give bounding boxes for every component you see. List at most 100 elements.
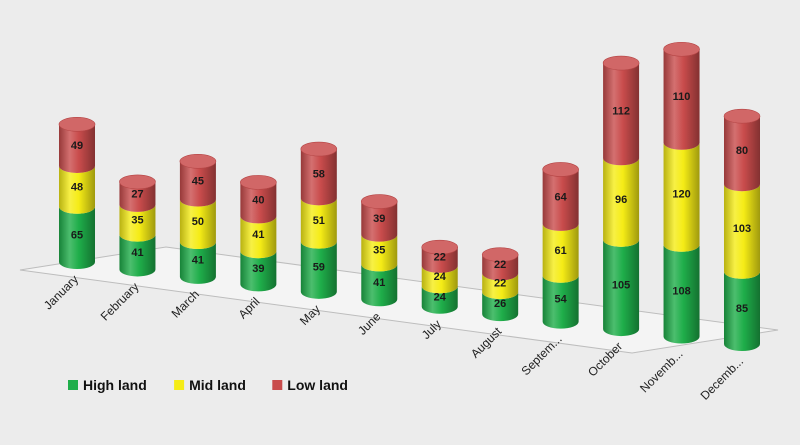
- bar-segment: [240, 216, 277, 259]
- bar-segment: [724, 184, 760, 279]
- bar-segment: [482, 292, 519, 322]
- bar-10: 108 120 110: [663, 41, 700, 344]
- data-label: 59: [313, 262, 325, 274]
- bar-segment: [542, 275, 579, 329]
- legend-item: Low land: [272, 377, 348, 393]
- bar-segment: [179, 199, 216, 250]
- bar-7: 26 22 22: [481, 247, 519, 322]
- legend-label: Low land: [287, 377, 348, 393]
- bar-top-cap: [360, 194, 398, 209]
- bar-segment: [300, 149, 337, 206]
- bar-segment: [603, 63, 640, 166]
- bar-3: 39 41 40: [240, 175, 277, 292]
- bar-8: 54 61 64: [542, 162, 579, 329]
- legend-label: Mid land: [189, 377, 246, 393]
- data-label: 35: [373, 245, 385, 257]
- data-label: 48: [71, 181, 83, 193]
- data-label: 103: [733, 223, 751, 235]
- legend-swatch: [174, 380, 185, 390]
- data-label: 22: [494, 278, 506, 290]
- data-label: 110: [673, 91, 691, 103]
- bar-top-cap: [240, 175, 277, 190]
- bar-segment: [542, 169, 579, 231]
- bar-segment: [482, 273, 519, 300]
- bar-segment: [361, 264, 398, 307]
- data-label: 65: [71, 229, 83, 241]
- bar-top-cap: [723, 108, 761, 124]
- bar-segment: [724, 116, 760, 192]
- bar-1: 41 35 27: [119, 174, 156, 277]
- data-label: 51: [313, 215, 325, 227]
- bar-segment: [603, 239, 640, 337]
- bar-9: 105 96 112: [602, 55, 640, 337]
- bar-11: 85 103 80: [723, 108, 761, 351]
- bar-segment: [240, 182, 277, 224]
- bar-segment: [300, 241, 337, 299]
- x-tick-label: Novemb...: [637, 347, 686, 396]
- data-label: 64: [555, 192, 568, 204]
- data-label: 22: [494, 259, 506, 271]
- data-label: 96: [615, 194, 627, 206]
- data-label: 58: [313, 169, 325, 181]
- data-label: 50: [192, 216, 204, 228]
- bar-segment: [421, 247, 458, 273]
- bar-segment: [361, 234, 398, 272]
- bar-top-cap: [119, 174, 156, 190]
- bar-top-cap: [602, 55, 640, 71]
- data-label: 105: [612, 279, 630, 291]
- x-tick-label: Decemb...: [698, 354, 747, 403]
- data-label: 45: [192, 175, 204, 187]
- data-label: 24: [434, 292, 447, 304]
- bar-segment: [119, 204, 156, 242]
- bar-segment: [300, 198, 337, 249]
- data-label: 49: [71, 140, 83, 152]
- data-label: 24: [434, 271, 447, 283]
- bar-segment: [119, 234, 156, 277]
- bar-segment: [724, 271, 760, 351]
- bar-segment: [663, 142, 700, 252]
- data-label: 22: [434, 252, 446, 264]
- data-label: 80: [736, 145, 748, 157]
- data-label: 112: [612, 106, 630, 118]
- bar-top-cap: [421, 239, 459, 255]
- bar-segment: [663, 244, 700, 344]
- bar-4: 59 51 58: [300, 141, 338, 299]
- bar-segment: [59, 124, 95, 173]
- bar-top-cap: [179, 154, 217, 169]
- legend-item: High land: [68, 377, 147, 393]
- data-label: 41: [192, 254, 204, 266]
- data-label: 39: [252, 263, 264, 275]
- bar-top-cap: [300, 141, 338, 157]
- bar-0: 65 48 49: [58, 117, 96, 269]
- legend-item: Mid land: [174, 377, 246, 393]
- bar-5: 41 35 39: [360, 194, 398, 307]
- bar-segment: [603, 158, 640, 247]
- data-label: 41: [373, 277, 385, 289]
- legend-swatch: [68, 380, 78, 390]
- data-label: 108: [672, 286, 690, 298]
- data-label: 54: [555, 294, 568, 306]
- legend: High land Mid land Low land: [68, 377, 348, 393]
- data-label: 41: [252, 229, 264, 241]
- bar-segment: [179, 161, 216, 207]
- bar-top-cap: [58, 117, 96, 132]
- bar-segment: [421, 286, 458, 314]
- bar-segment: [663, 49, 700, 150]
- legend-label: High land: [83, 377, 147, 393]
- bar-top-cap: [663, 41, 700, 57]
- bar-segment: [542, 223, 579, 283]
- data-label: 35: [131, 215, 143, 227]
- bar-segment: [421, 265, 458, 294]
- legend-swatch: [272, 380, 283, 390]
- bar-segment: [59, 165, 95, 214]
- bars-group: 65 48 49 41 35 27 41 50 45 39 41 40 59 51 58 41 35 39 24 24…: [58, 41, 761, 351]
- data-label: 40: [252, 194, 264, 206]
- data-label: 27: [131, 188, 143, 200]
- data-label: 85: [736, 303, 748, 315]
- x-tick-label: January: [41, 272, 81, 312]
- data-label: 26: [494, 298, 506, 310]
- bar-segment: [59, 206, 95, 269]
- bar-segment: [179, 242, 216, 284]
- bar-2: 41 50 45: [179, 154, 217, 284]
